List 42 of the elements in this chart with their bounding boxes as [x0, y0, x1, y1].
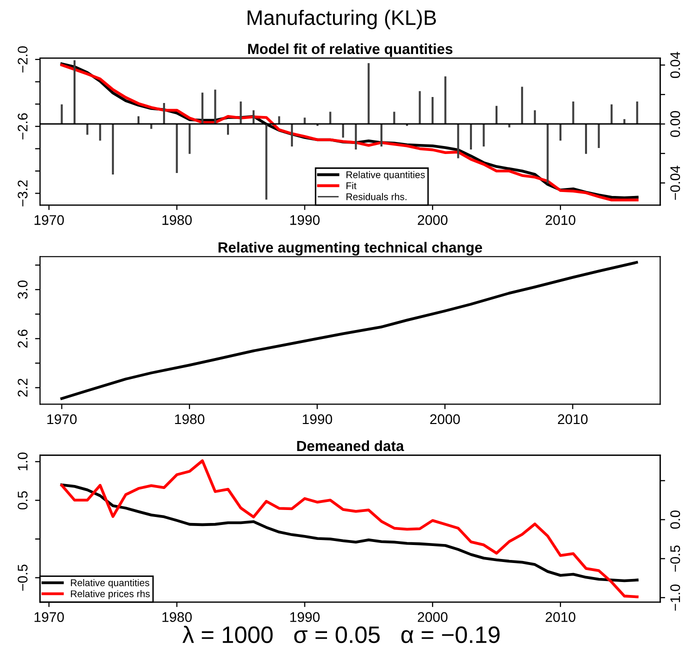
y2-tick-label: −0.5	[670, 546, 680, 572]
x-tick-label: 1990	[302, 414, 332, 424]
legend-label: Fit	[346, 182, 356, 190]
legend-label: Residuals rhs.	[346, 193, 406, 200]
x-tick-label: 1980	[162, 215, 192, 225]
y-tick-label: −2.6	[18, 113, 28, 140]
y2-tick-label: 0.04	[670, 52, 680, 78]
x-tick-label: 1970	[34, 612, 64, 622]
legend-label: Relative quantities	[70, 579, 150, 588]
legend-label: Relative quantities	[346, 171, 425, 180]
y-tick-label: 1.0	[18, 452, 28, 470]
x-tick-label: 1980	[175, 414, 204, 424]
x-tick-label: 1980	[162, 612, 192, 622]
y-tick-label: 2.6	[18, 330, 28, 348]
y2-tick-label: 0.00	[670, 111, 680, 137]
y-tick-label: 2.2	[18, 378, 28, 397]
y-tick-label: −0.5	[18, 564, 28, 591]
x-tick-label: 1970	[47, 414, 77, 424]
y2-tick-label: 0.0	[670, 510, 680, 529]
y2-tick-label: −0.04	[670, 166, 680, 200]
text: λ = 1000 σ = 0.05 α = −0.19	[182, 626, 500, 644]
y-tick-label: −3.2	[18, 180, 28, 206]
x-tick-label: 1970	[34, 215, 64, 225]
x-tick-label: 2000	[430, 414, 460, 424]
x-tick-label: 2000	[418, 612, 448, 622]
x-tick-label: 2010	[546, 612, 576, 622]
line-series	[60, 261, 638, 400]
chart-title: Manufacturing (KL)B	[248, 10, 436, 30]
y-tick-label: 0.5	[18, 491, 28, 510]
line-series	[60, 459, 639, 598]
chart-subtitle: Demeaned data	[297, 440, 404, 452]
y-tick-label: −2.0	[18, 46, 28, 72]
y2-tick-label: −1.0	[670, 584, 680, 611]
legend-label: Relative prices rhs	[70, 590, 150, 600]
x-tick-label: 2010	[546, 215, 576, 225]
x-tick-label: 2010	[558, 414, 588, 424]
x-tick-label: 1990	[290, 215, 320, 225]
x-tick-label: 1990	[290, 612, 320, 622]
chart-subtitle: Model fit of relative quantities	[248, 43, 452, 57]
chart-subtitle: Relative augmenting technical change	[218, 242, 482, 256]
y-tick-label: 3.0	[18, 280, 28, 299]
x-tick-label: 2000	[418, 215, 448, 225]
